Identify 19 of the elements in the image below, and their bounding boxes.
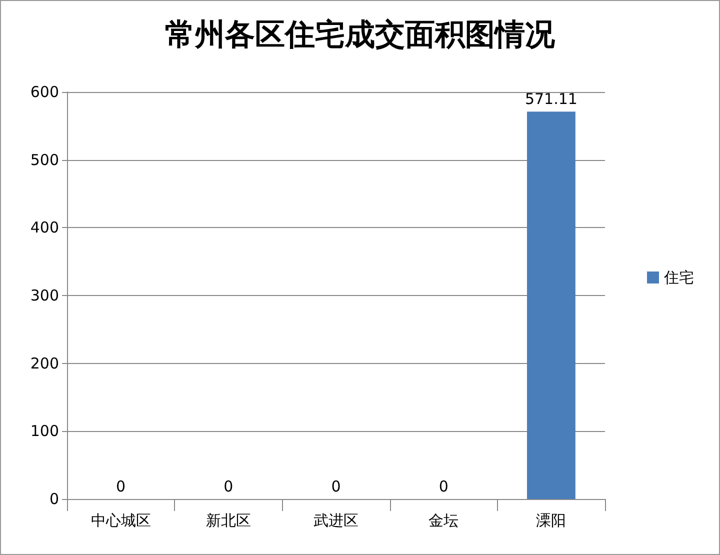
- data-label: 571.11: [524, 90, 578, 108]
- data-label: 0: [224, 478, 234, 496]
- y-tick-label: 300: [30, 286, 59, 304]
- x-tick-label: 中心城区: [90, 512, 151, 530]
- y-tick-label: 600: [30, 83, 59, 101]
- data-label: 0: [438, 478, 448, 496]
- legend-label: 住宅: [663, 268, 694, 286]
- y-tick-label: 400: [30, 218, 59, 237]
- data-label: 0: [116, 478, 126, 496]
- y-tick-label: 0: [49, 490, 59, 508]
- y-tick-label: 200: [30, 354, 59, 372]
- x-tick-label: 新北区: [206, 512, 251, 530]
- data-label: 0: [331, 478, 341, 496]
- y-tick-label: 500: [30, 150, 59, 169]
- x-tick-label: 溧阳: [536, 512, 566, 530]
- x-tick-label: 金坛: [428, 512, 459, 530]
- x-tick-label: 武进区: [314, 512, 358, 530]
- chart-title: 常州各区住宅成交面积图情况: [165, 18, 556, 52]
- y-tick-label: 100: [30, 422, 59, 440]
